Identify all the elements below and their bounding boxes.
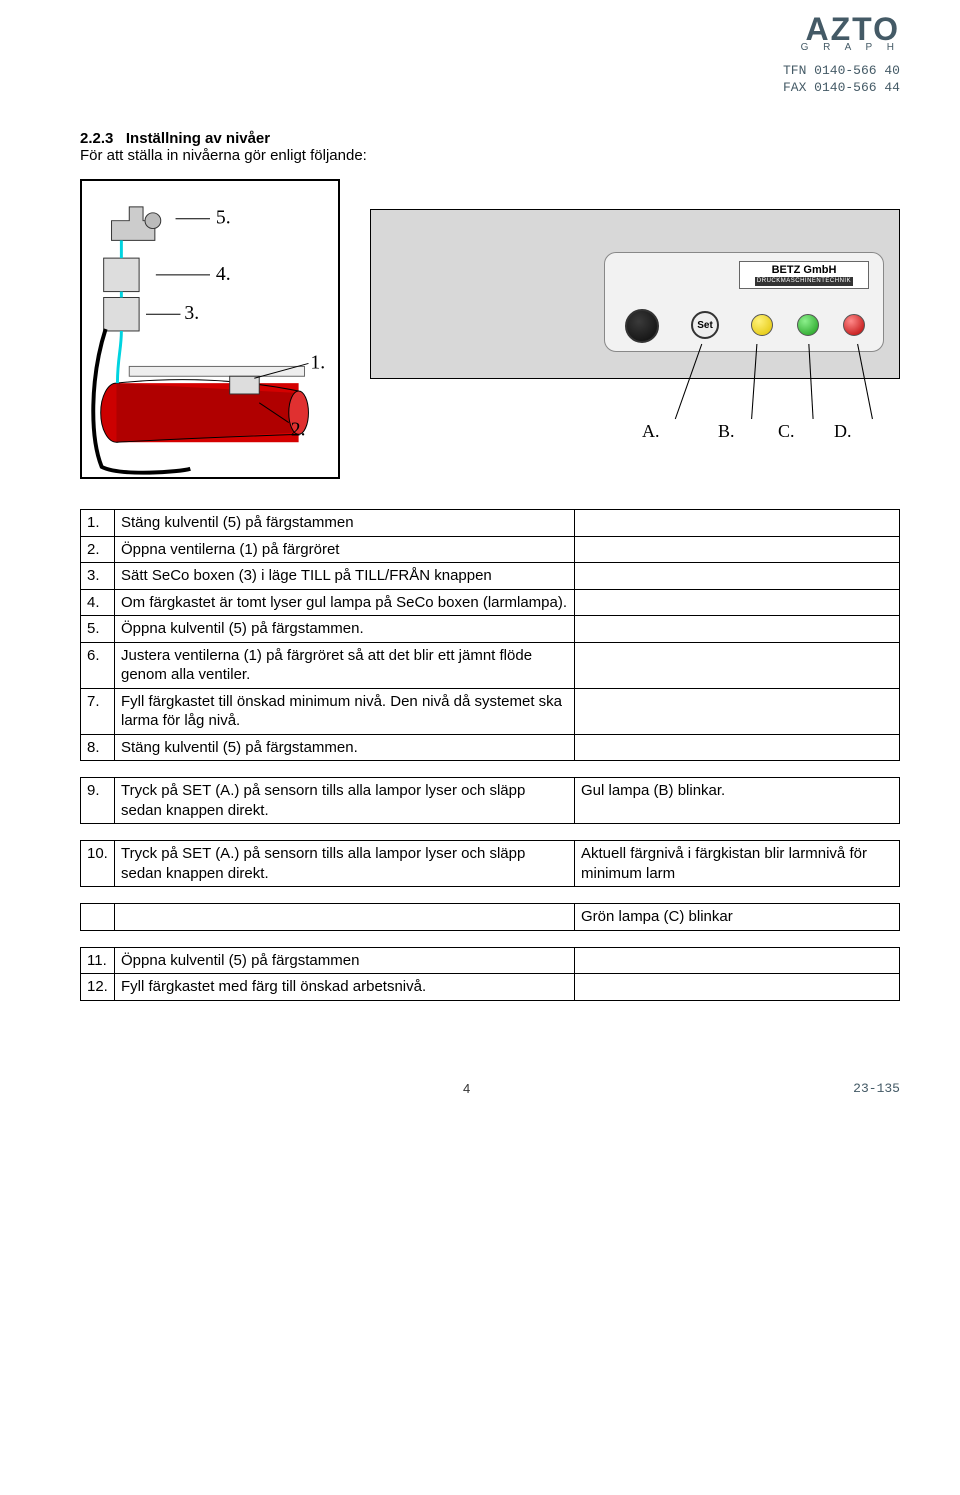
set-button[interactable]: Set [691,311,719,339]
sensor-hole [625,309,659,343]
panel-label-b: B. [718,421,735,442]
fig1-label-1: 1. [310,351,325,373]
steps-table-11-12: 11. Öppna kulventil (5) på färgstammen 1… [80,947,900,1001]
table-row: 8.Stäng kulventil (5) på färgstammen. [81,734,900,761]
table-row: Grön lampa (C) blinkar [81,904,900,931]
table-row: 5.Öppna kulventil (5) på färgstammen. [81,616,900,643]
figure-control-panel-wrap: BETZ GmbH DRUCKMASCHINENTECHNIK Set A. B… [370,209,900,379]
fig1-label-3: 3. [184,302,199,324]
table-row: 12. Fyll färgkastet med färg till önskad… [81,974,900,1001]
steps-table-10: 10. Tryck på SET (A.) på sensorn tills a… [80,840,900,887]
panel-label-c: C. [778,421,795,442]
panel-label-a: A. [642,421,660,442]
fig1-label-2: 2. [291,418,306,440]
control-panel: BETZ GmbH DRUCKMASCHINENTECHNIK Set [604,252,884,352]
heading-number: 2.2.3 [80,130,113,147]
page-footer: 4 23-135 [80,1081,900,1096]
contact-info: TFN 0140-566 40 FAX 0140-566 44 [783,63,900,97]
doc-id: 23-135 [853,1081,900,1096]
table-row: 11. Öppna kulventil (5) på färgstammen [81,947,900,974]
page-number: 4 [463,1081,470,1096]
logo-subtext: G R A P H [783,42,900,53]
table-row: 3.Sätt SeCo boxen (3) i läge TILL på TIL… [81,563,900,590]
table-row: 1.Stäng kulventil (5) på färgstammen [81,510,900,537]
table-row: 6.Justera ventilerna (1) på färgröret så… [81,642,900,688]
fig1-label-4: 4. [216,263,231,285]
betz-label: BETZ GmbH DRUCKMASCHINENTECHNIK [739,261,869,289]
fig1-label-5: 5. [216,207,231,229]
figure-control-panel: BETZ GmbH DRUCKMASCHINENTECHNIK Set [370,209,900,379]
brand-logo-block: AZTO G R A P H TFN 0140-566 40 FAX 0140-… [783,15,900,97]
table-row: 7.Fyll färgkastet till önskad minimum ni… [81,688,900,734]
steps-table-9: 9. Tryck på SET (A.) på sensorn tills al… [80,777,900,824]
heading-title: Inställning av nivåer [126,130,270,147]
table-row: 9. Tryck på SET (A.) på sensorn tills al… [81,778,900,824]
logo-text: AZTO [783,15,900,44]
contact-fax: FAX 0140-566 44 [783,80,900,97]
table-row: 4.Om färgkastet är tomt lyser gul lampa … [81,589,900,616]
table-row: 2.Öppna ventilerna (1) på färgröret [81,536,900,563]
heading-intro: För att ställa in nivåerna gör enligt fö… [80,147,367,164]
lamp-green [797,314,819,336]
lamp-yellow [751,314,773,336]
table-row: 10. Tryck på SET (A.) på sensorn tills a… [81,841,900,887]
steps-table-10b: Grön lampa (C) blinkar [80,903,900,931]
figure-machine-diagram: 5. 4. 3. 2. 1. [80,179,340,479]
contact-tfn: TFN 0140-566 40 [783,63,900,80]
steps-table: 1.Stäng kulventil (5) på färgstammen2.Öp… [80,509,900,761]
lamp-red [843,314,865,336]
section-heading: 2.2.3 Inställning av nivåer För att stäl… [80,130,900,164]
panel-label-d: D. [834,421,852,442]
